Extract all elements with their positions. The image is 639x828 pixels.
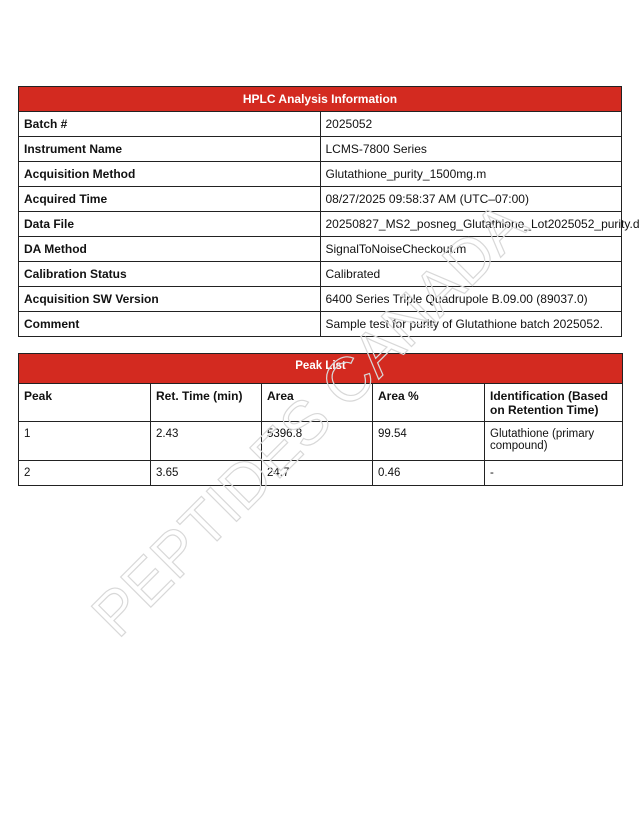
info-row: Instrument Name LCMS-7800 Series — [18, 136, 622, 162]
info-label: Acquired Time — [18, 186, 321, 212]
peak-cell: 3.65 — [150, 460, 262, 486]
column-header: Area % — [372, 383, 485, 422]
info-row: Data File 20250827_MS2_posneg_Glutathione… — [18, 211, 639, 237]
info-value: 08/27/2025 09:58:37 AM (UTC–07:00) — [319, 186, 622, 212]
peak-cell: - — [483, 460, 624, 486]
peak-table: Peak List Peak Ret. Time (min) Area Area % I… — [17, 353, 624, 486]
info-label: DA Method — [18, 236, 321, 262]
info-row: Calibration Status Calibrated — [18, 261, 622, 287]
info-label: Acquisition SW Version — [18, 286, 321, 312]
info-row: Batch #2025052 — [18, 111, 622, 137]
info-value: Sample test for purity of Glutathione ba… — [319, 311, 622, 337]
info-label: Instrument Name — [18, 136, 321, 162]
info-table: HPLC Analysis Information Batch #2025052… — [18, 86, 639, 337]
info-title: HPLC Analysis Information — [18, 86, 622, 112]
peak-cell: 5396.8 — [261, 421, 373, 461]
peak-cell: 24.7 — [261, 460, 373, 486]
column-header: Peak — [18, 383, 151, 422]
peak-row: 1 2.43 5396.8 99.54 Glutathione (primary com… — [18, 421, 624, 461]
info-value: 6400 Series Triple Quadrupole B.09.00 (8… — [319, 286, 622, 312]
peak-title: Peak List — [17, 353, 624, 384]
info-value: LCMS-7800 Series — [319, 136, 622, 162]
info-value: 2025052 — [319, 111, 622, 137]
peak-cell: 0.46 — [372, 460, 485, 486]
info-value: 20250827_MS2_posneg_Glutathione_Lot20250… — [319, 211, 639, 237]
info-row: DA Method SignalToNoiseCheckout.m — [18, 236, 622, 262]
info-row: Comment Sample test for purity of Glutath… — [18, 311, 622, 337]
peak-cell: Glutathione (primary compound) — [483, 421, 624, 461]
peak-cell: 99.54 — [372, 421, 485, 461]
column-header: Identification (Based on Retention Time) — [483, 383, 624, 422]
peak-cell: 2 — [18, 460, 151, 486]
info-row: Acquisition Method Glutathione_purity_150… — [18, 161, 622, 187]
info-value: Calibrated — [319, 261, 622, 287]
column-header: Ret. Time (min) — [150, 383, 262, 422]
info-value: Glutathione_purity_1500mg.m — [319, 161, 622, 187]
info-value: SignalToNoiseCheckout.m — [319, 236, 622, 262]
info-label: Calibration Status — [18, 261, 321, 287]
info-label: Acquisition Method — [18, 161, 321, 187]
info-label: Comment — [18, 311, 321, 337]
column-header: Area — [261, 383, 373, 422]
peak-cell: 1 — [18, 421, 151, 461]
header-row: Peak Ret. Time (min) Area Area % Identificat… — [18, 383, 624, 422]
peak-cell: 2.43 — [150, 421, 262, 461]
info-label: Batch # — [18, 111, 321, 137]
info-row: Acquisition SW Version 6400 Series Triple… — [18, 286, 622, 312]
peak-row: 2 3.65 24.7 0.46- — [18, 460, 624, 486]
info-label: Data File — [18, 211, 321, 237]
info-row: Acquired Time 08/27/2025 09:58:37 AM (UTC… — [18, 186, 622, 212]
